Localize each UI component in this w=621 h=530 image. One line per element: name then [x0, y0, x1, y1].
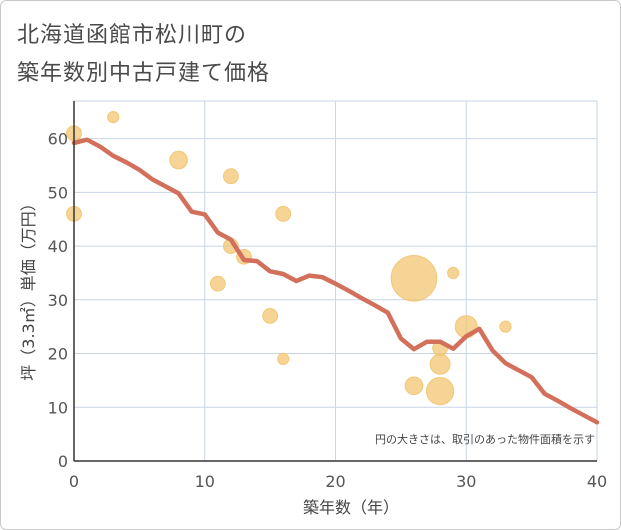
y-tick-label: 10: [48, 398, 68, 417]
data-bubble: [429, 353, 451, 375]
x-tick-label: 10: [195, 472, 215, 491]
data-bubble: [222, 168, 239, 185]
y-tick-label: 30: [48, 291, 68, 310]
x-tick-label: 0: [69, 472, 79, 491]
y-tick-label: 60: [48, 130, 68, 149]
grid: [73, 100, 598, 462]
trend-line: [71, 137, 600, 425]
y-axis-label: 坪（3.3㎡）単価（万円）: [19, 195, 38, 380]
x-axis-label: 築年数（年）: [303, 498, 399, 517]
data-bubble: [275, 205, 292, 222]
y-tick-label: 0: [58, 452, 68, 471]
data-bubble: [262, 308, 279, 324]
x-tick-label: 40: [587, 472, 607, 491]
y-tick-label: 40: [48, 237, 68, 256]
data-bubble: [209, 275, 226, 292]
x-tick-label: 30: [456, 472, 476, 491]
data-bubble: [169, 150, 188, 170]
data-bubble: [425, 377, 455, 406]
y-tick-label: 50: [48, 183, 68, 202]
bubble-size-note: 円の大きさは、取引のあった物件面積を示す: [375, 432, 595, 446]
data-bubble: [107, 111, 120, 124]
x-tick-label: 20: [325, 472, 345, 491]
tick-labels: 0 10 20 30 40 0 10 20 30 40 50 60: [48, 130, 608, 491]
data-bubble: [277, 352, 290, 366]
chart-title-line-2: 築年数別中古戸建て価格: [17, 61, 271, 86]
axes: [73, 101, 597, 462]
y-tick-label: 20: [48, 345, 68, 364]
data-bubble: [390, 255, 438, 302]
trend-line-series: [71, 137, 600, 425]
data-bubble: [447, 266, 460, 280]
data-bubble: [499, 320, 512, 333]
chart-title-line-1: 北海道函館市松川町の: [17, 23, 248, 48]
bubble-series: [66, 111, 512, 406]
data-bubble: [404, 376, 424, 396]
